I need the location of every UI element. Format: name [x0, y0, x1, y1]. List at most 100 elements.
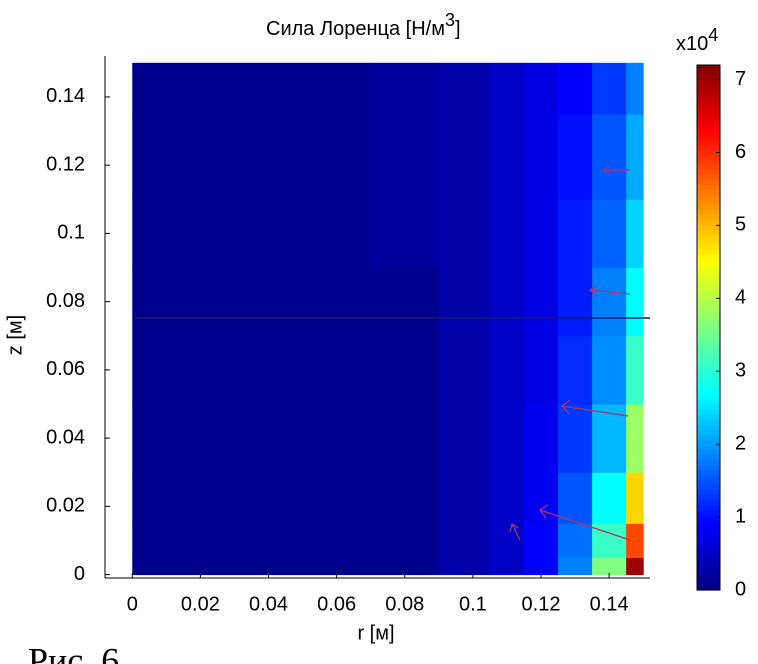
- title-end: ]: [455, 18, 461, 40]
- x-tick-label: 0.1: [459, 593, 487, 615]
- field-cell: [523, 472, 559, 524]
- field-cell: [370, 472, 440, 524]
- field-cell: [285, 523, 372, 559]
- colorbar-swatch: [697, 485, 720, 491]
- field-cell: [558, 472, 593, 524]
- field-cell: [489, 472, 525, 524]
- field-cell: [370, 523, 440, 559]
- colorbar-swatch: [697, 75, 720, 81]
- colorbar-swatch: [697, 275, 720, 281]
- field-cell: [523, 404, 559, 473]
- colorbar-swatch: [697, 200, 720, 206]
- colorbar-swatch: [697, 410, 720, 416]
- colorbar-swatch: [697, 265, 720, 271]
- colorbar-swatch: [697, 340, 720, 346]
- colorbar-swatch: [697, 260, 720, 266]
- colorbar-swatch: [697, 310, 720, 316]
- field-cell: [523, 557, 559, 576]
- field-cell: [132, 523, 184, 559]
- colorbar-swatch: [697, 450, 720, 456]
- field-cell: [370, 404, 440, 473]
- colorbar-swatch: [697, 535, 720, 541]
- colorbar-swatch: [697, 545, 720, 551]
- field-cell: [438, 267, 491, 337]
- colorbar-swatch: [697, 115, 720, 121]
- colorbar-tick-label: 6: [735, 141, 746, 163]
- colorbar-swatch: [697, 315, 720, 321]
- field-cell: [132, 472, 184, 524]
- colorbar-swatch: [697, 210, 720, 216]
- colorbar-swatch: [697, 470, 720, 476]
- colorbar-swatch: [697, 460, 720, 466]
- field-cell: [489, 557, 525, 576]
- colorbar-swatch: [697, 580, 720, 586]
- colorbar-swatch: [697, 555, 720, 561]
- colorbar-swatch: [697, 505, 720, 511]
- colorbar-swatch: [697, 250, 720, 256]
- colorbar-swatch: [697, 420, 720, 426]
- field-cell: [558, 267, 593, 337]
- colorbar-swatch: [697, 575, 720, 581]
- colorbar-tick-label: 5: [735, 214, 746, 236]
- field-cell: [489, 114, 525, 200]
- colorbar-swatch: [697, 150, 720, 156]
- arrow: [602, 165, 630, 175]
- field-cell: [592, 62, 627, 115]
- field-cell: [183, 523, 287, 559]
- field-cell: [132, 335, 184, 405]
- field-cell: [132, 114, 184, 200]
- field-cell: [132, 267, 184, 337]
- colorbar-swatch: [697, 130, 720, 136]
- arrow: [539, 504, 631, 541]
- field-cell: [489, 523, 525, 559]
- colorbar-swatch: [697, 455, 720, 461]
- colorbar-swatch: [697, 570, 720, 576]
- colorbar-swatch: [697, 165, 720, 171]
- x-tick-label: 0.02: [181, 593, 220, 615]
- field-cell: [558, 523, 593, 559]
- field-cell: [592, 199, 627, 269]
- caption: Рис. 6.: [28, 640, 128, 664]
- field-cell: [438, 557, 491, 576]
- x-tick-label: 0: [127, 593, 138, 615]
- colorbar-swatch: [697, 160, 720, 166]
- colorbar-swatch: [697, 500, 720, 506]
- y-tick-label: 0.06: [46, 358, 85, 380]
- colorbar-exponent: 4: [708, 25, 718, 45]
- field-cell: [183, 114, 287, 200]
- colorbar-label: x104: [676, 25, 718, 56]
- field-cell: [183, 557, 287, 576]
- field-cell: [523, 267, 559, 337]
- field-cell: [626, 114, 644, 200]
- colorbar-swatch: [697, 170, 720, 176]
- field-cell: [523, 114, 559, 200]
- field-cell: [592, 557, 627, 576]
- field-cell: [183, 472, 287, 524]
- y-tick-label: 0.12: [46, 153, 85, 175]
- field-cell: [438, 62, 491, 115]
- field-cell: [285, 114, 372, 200]
- colorbar-swatch: [697, 215, 720, 221]
- colorbar-swatch: [697, 565, 720, 571]
- colorbar-swatch: [697, 280, 720, 286]
- field-cell: [592, 114, 627, 200]
- colorbar-swatch: [697, 305, 720, 311]
- colorbar-swatch: [697, 135, 720, 141]
- colorbar-swatch: [697, 435, 720, 441]
- field-cell: [370, 199, 440, 269]
- colorbar-tick-label: 0: [735, 578, 746, 600]
- colorbar: [697, 65, 720, 591]
- arrow: [588, 284, 631, 297]
- field-cell: [132, 199, 184, 269]
- colorbar-swatch: [697, 120, 720, 126]
- field-cell: [183, 404, 287, 473]
- field-cell: [558, 335, 593, 405]
- colorbar-swatch: [697, 350, 720, 356]
- field-cell: [132, 62, 184, 115]
- field-cell: [626, 557, 644, 576]
- colorbar-swatch: [697, 190, 720, 196]
- field-cell: [183, 335, 287, 405]
- colorbar-swatch: [697, 65, 720, 71]
- field-cell: [592, 335, 627, 405]
